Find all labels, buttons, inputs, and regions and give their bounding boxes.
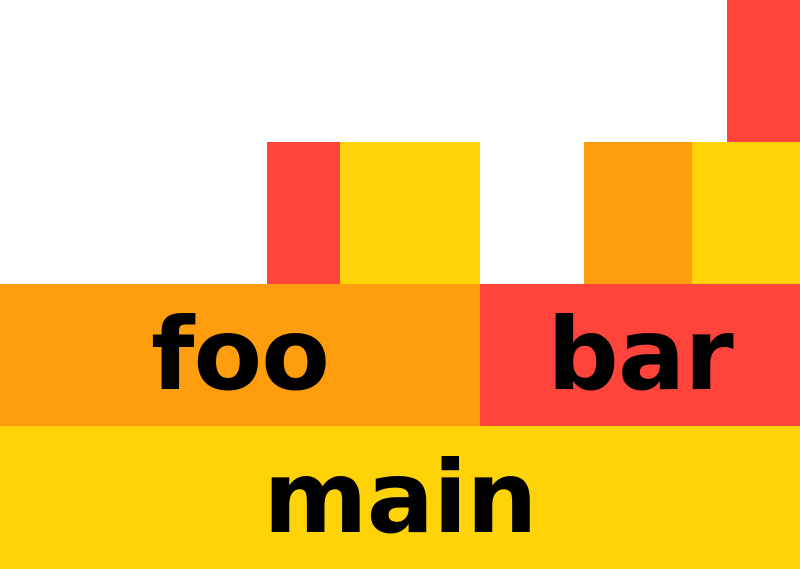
frame-foo-child-yellow xyxy=(340,142,480,284)
frame-main-label: main xyxy=(263,438,537,556)
frame-foo: foo xyxy=(0,284,480,426)
frame-bar: bar xyxy=(480,284,800,426)
frame-bar-label: bar xyxy=(547,296,733,413)
frame-bar-child-orange xyxy=(584,142,692,284)
frame-top-red xyxy=(727,0,800,142)
frame-foo-label: foo xyxy=(151,296,330,413)
frame-foo-child-red xyxy=(267,142,340,284)
frame-main-child-yellow xyxy=(692,142,800,284)
frame-main: main xyxy=(0,426,800,569)
